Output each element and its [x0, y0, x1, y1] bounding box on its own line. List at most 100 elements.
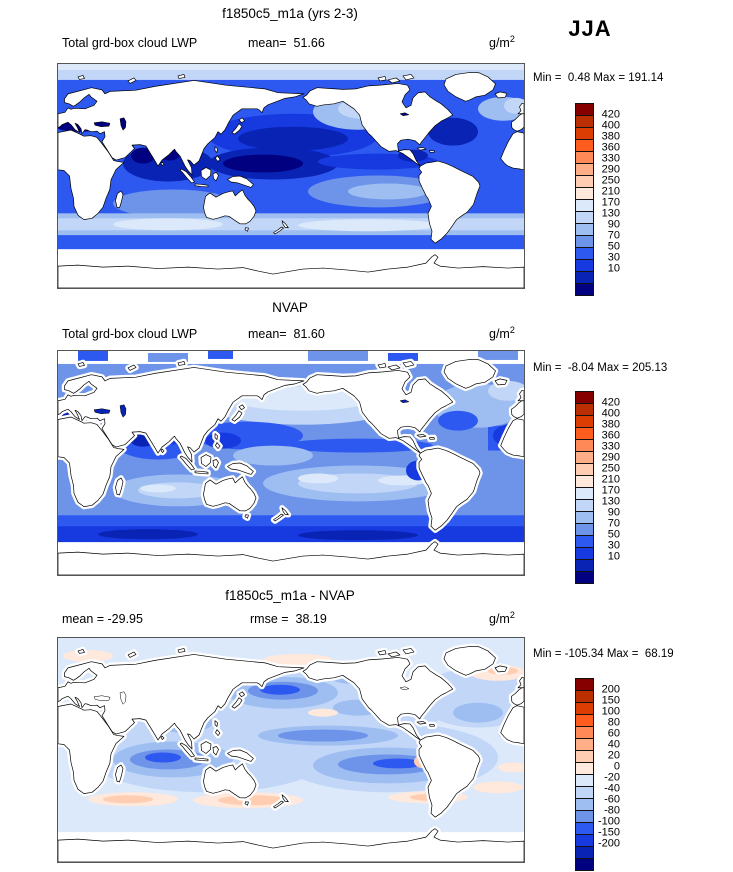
colorbar-segment: [576, 679, 593, 691]
colorbar-segment: [576, 691, 593, 703]
colorbar-tick-label: 10: [607, 262, 620, 275]
colorbar-segment: [576, 224, 593, 236]
colorbar-tick-label: 210: [601, 185, 620, 198]
colorbar-tick-label: -40: [604, 782, 620, 795]
colorbar-segment: [576, 524, 593, 536]
units-label: g/m2: [489, 34, 515, 50]
colorbar-tick-label: 170: [601, 196, 620, 209]
colorbar-segment: [576, 464, 593, 476]
minmax-label: Min = -105.34 Max = 68.19: [533, 648, 674, 660]
colorbar-tick-label: 80: [607, 716, 620, 729]
panel-model: f1850c5_m1a (yrs 2-3) JJA Total grd-box …: [0, 0, 733, 296]
colorbar-tick-label: 30: [607, 251, 620, 264]
colorbar-model: 420 400 380 360 330 290 250 210 170 130 90 70 50 30 10: [575, 103, 635, 296]
colorbar-segment: [576, 152, 593, 164]
colorbar-tick-label: 290: [601, 163, 620, 176]
colorbar-segment: [576, 164, 593, 176]
colorbar-tick-label: 70: [607, 229, 620, 242]
colorbar-segment: [576, 116, 593, 128]
panel-title: f1850c5_m1a (yrs 2-3): [222, 6, 358, 21]
colorbar-tick-label: 10: [607, 550, 620, 563]
colorbar-tick-label: 150: [601, 694, 620, 707]
map-difference: [57, 637, 525, 863]
colorbar-tick-label: 200: [601, 683, 620, 696]
colorbar-tick-label: 50: [607, 528, 620, 541]
variable-label: Total grd-box cloud LWP: [62, 36, 198, 50]
colorbar-tick-label: 40: [607, 738, 620, 751]
map-obs: [57, 350, 525, 576]
colorbar-tick-label: 360: [601, 141, 620, 154]
variable-label: Total grd-box cloud LWP: [62, 327, 198, 341]
units-label: g/m2: [489, 610, 515, 626]
colorbar-segment: [576, 128, 593, 140]
colorbar-segment: [576, 727, 593, 739]
colorbar-segment: [576, 536, 593, 548]
units-base: g/m: [489, 327, 510, 342]
colorbar-tick-label: 380: [601, 130, 620, 143]
colorbar-segment: [576, 560, 593, 572]
colorbar-tick-label: 170: [601, 484, 620, 497]
colorbar-swatches: [575, 391, 594, 584]
rmse-stat: rmse = 38.19: [250, 612, 327, 626]
panel-title: NVAP: [272, 300, 308, 315]
colorbar-segment: [576, 739, 593, 751]
colorbar-segment: [576, 715, 593, 727]
colorbar-segment: [576, 572, 593, 583]
colorbar-tick-label: 60: [607, 727, 620, 740]
map-model: [57, 63, 525, 289]
minmax-label: Min = 0.48 Max = 191.14: [533, 72, 664, 84]
colorbar-obs: 420 400 380 360 330 290 250 210 170 130 90 70 50 30 10: [575, 391, 635, 584]
colorbar-segment: [576, 104, 593, 116]
colorbar-segment: [576, 452, 593, 464]
colorbar-segment: [576, 811, 593, 823]
colorbar-diff: 200 150 100 80 60 40 20 0 -20 -40 -60 -80 -100 -150 -2…: [575, 678, 635, 871]
colorbar-segment: [576, 392, 593, 404]
colorbar-tick-label: 420: [601, 108, 620, 121]
units-label: g/m2: [489, 325, 515, 341]
colorbar-segment: [576, 440, 593, 452]
mean-stat: mean= 51.66: [248, 36, 325, 50]
panel-obs: NVAP Total grd-box cloud LWP mean= 81.60…: [0, 290, 733, 584]
colorbar-segment: [576, 859, 593, 870]
colorbar-segment: [576, 248, 593, 260]
colorbar-segment: [576, 500, 593, 512]
mean-stat: mean = -29.95: [62, 612, 143, 626]
colorbar-tick-label: -80: [604, 804, 620, 817]
colorbar-segment: [576, 176, 593, 188]
colorbar-tick-label: 330: [601, 440, 620, 453]
colorbar-tick-label: -60: [604, 793, 620, 806]
colorbar-segment: [576, 200, 593, 212]
colorbar-tick-label: 100: [601, 705, 620, 718]
colorbar-segment: [576, 763, 593, 775]
colorbar-tick-label: 380: [601, 418, 620, 431]
colorbar-swatches: [575, 678, 594, 871]
colorbar-segment: [576, 488, 593, 500]
world-map-model-svg: [58, 64, 524, 288]
colorbar-segment: [576, 476, 593, 488]
colorbar-segment: [576, 799, 593, 811]
colorbar-segment: [576, 140, 593, 152]
colorbar-tick-label: 210: [601, 473, 620, 486]
units-exponent: 2: [509, 325, 515, 335]
units-exponent: 2: [509, 610, 515, 620]
colorbar-segment: [576, 548, 593, 560]
colorbar-tick-label: -20: [604, 771, 620, 784]
colorbar-segment: [576, 284, 593, 295]
units-base: g/m: [489, 612, 510, 627]
colorbar-tick-label: 20: [607, 749, 620, 762]
colorbar-segment: [576, 823, 593, 835]
colorbar-segment: [576, 428, 593, 440]
colorbar-tick-label: -100: [597, 815, 620, 828]
colorbar-tick-label: 0: [613, 760, 620, 773]
panel-title: f1850c5_m1a - NVAP: [225, 588, 355, 603]
colorbar-segment: [576, 835, 593, 847]
colorbar-segment: [576, 212, 593, 224]
colorbar-segment: [576, 272, 593, 284]
colorbar-swatches: [575, 103, 594, 296]
colorbar-segment: [576, 512, 593, 524]
units-base: g/m: [489, 36, 510, 51]
colorbar-tick-label: 400: [601, 407, 620, 420]
mean-stat: mean= 81.60: [248, 327, 325, 341]
colorbar-tick-label: 90: [607, 506, 620, 519]
colorbar-segment: [576, 260, 593, 272]
